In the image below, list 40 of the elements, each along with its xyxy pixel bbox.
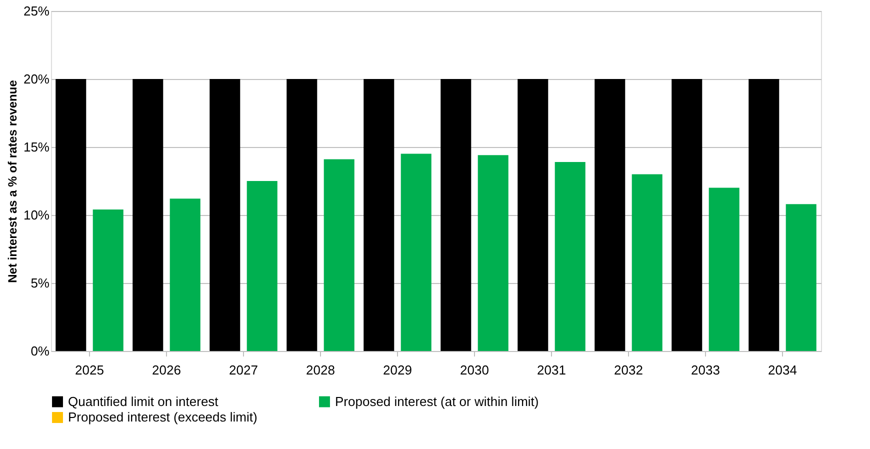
bar (748, 79, 780, 351)
bar (324, 159, 354, 351)
bar (210, 79, 240, 351)
y-tick-label: 10% (23, 208, 50, 222)
x-tick-label: 2031 (537, 362, 566, 378)
bar (786, 204, 816, 351)
bar (56, 79, 86, 351)
bar (518, 79, 548, 351)
bar (440, 79, 472, 351)
bar (554, 162, 586, 351)
bar (594, 79, 626, 351)
bar (170, 198, 200, 351)
legend-label: Quantified limit on interest (68, 394, 219, 409)
bar (364, 79, 394, 351)
y-tick-label: 20% (23, 72, 50, 86)
bar (672, 79, 702, 351)
bar (246, 181, 278, 351)
y-tick-label: 0% (30, 344, 50, 358)
x-tick-label: 2030 (460, 362, 489, 378)
bar (286, 79, 318, 351)
bar (708, 188, 740, 351)
bar (478, 155, 508, 351)
bar (400, 154, 432, 351)
bar (92, 210, 124, 351)
y-tick-label: 5% (30, 276, 50, 290)
x-tick-label: 2027 (229, 362, 258, 378)
legend-label: Proposed interest (at or within limit) (335, 394, 539, 409)
x-tick-label: 2025 (75, 362, 104, 378)
x-tick-label: 2026 (152, 362, 181, 378)
x-tick-label: 2032 (614, 362, 643, 378)
x-tick-label: 2029 (383, 362, 412, 378)
x-tick-label: 2033 (691, 362, 720, 378)
y-tick-label: 25% (23, 4, 50, 18)
y-axis-title: Net interest as a % of rates revenue (5, 80, 20, 283)
y-tick-label: 15% (23, 140, 50, 154)
legend-label: Proposed interest (exceeds limit) (68, 410, 258, 424)
bar (632, 174, 662, 351)
x-tick-label: 2028 (306, 362, 335, 378)
x-tick-label: 2034 (768, 362, 797, 378)
bar (132, 79, 164, 351)
